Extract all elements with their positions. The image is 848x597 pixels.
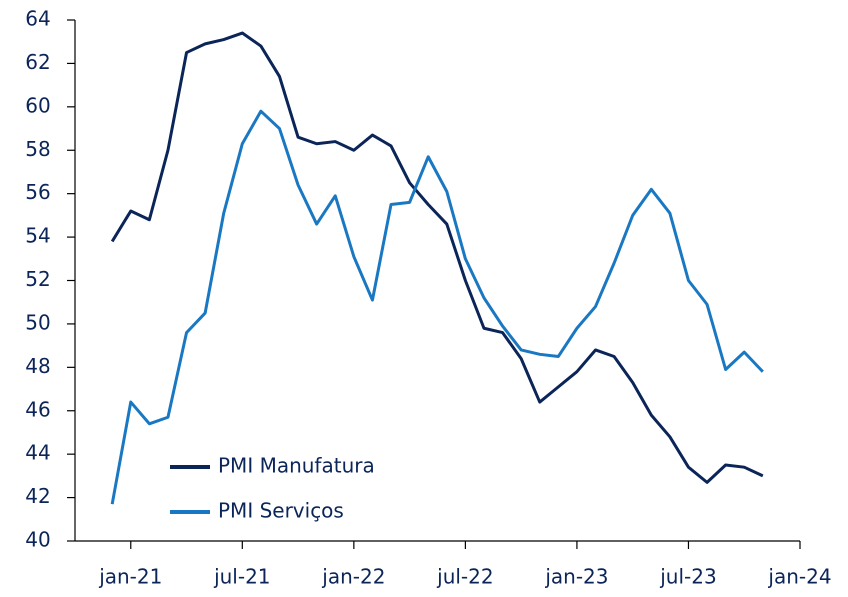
x-tick-label: jul-22 [436, 565, 493, 589]
y-tick-label: 60 [25, 93, 50, 117]
x-tick-label: jul-23 [659, 565, 716, 589]
x-tick-label: jan-21 [98, 565, 162, 589]
x-tick-label: jul-21 [213, 565, 270, 589]
y-tick-label: 40 [25, 528, 50, 552]
y-tick-label: 62 [25, 50, 50, 74]
y-tick-label: 52 [25, 267, 50, 291]
legend-label: PMI Manufatura [218, 454, 375, 478]
x-tick-label: jan-24 [767, 565, 831, 589]
y-tick-label: 56 [25, 180, 50, 204]
y-tick-label: 58 [25, 137, 50, 161]
x-tick-label: jan-23 [544, 565, 608, 589]
y-tick-label: 54 [25, 224, 50, 248]
y-tick-label: 48 [25, 354, 50, 378]
y-tick-label: 46 [25, 397, 50, 421]
y-tick-label: 64 [25, 7, 50, 31]
y-tick-label: 50 [25, 310, 50, 334]
series-line [110, 31, 764, 484]
legend-label: PMI Serviços [218, 499, 344, 523]
x-tick-label: jan-22 [321, 565, 385, 589]
series-line [110, 109, 764, 505]
y-tick-label: 44 [25, 441, 50, 465]
y-tick-label: 42 [25, 484, 50, 508]
